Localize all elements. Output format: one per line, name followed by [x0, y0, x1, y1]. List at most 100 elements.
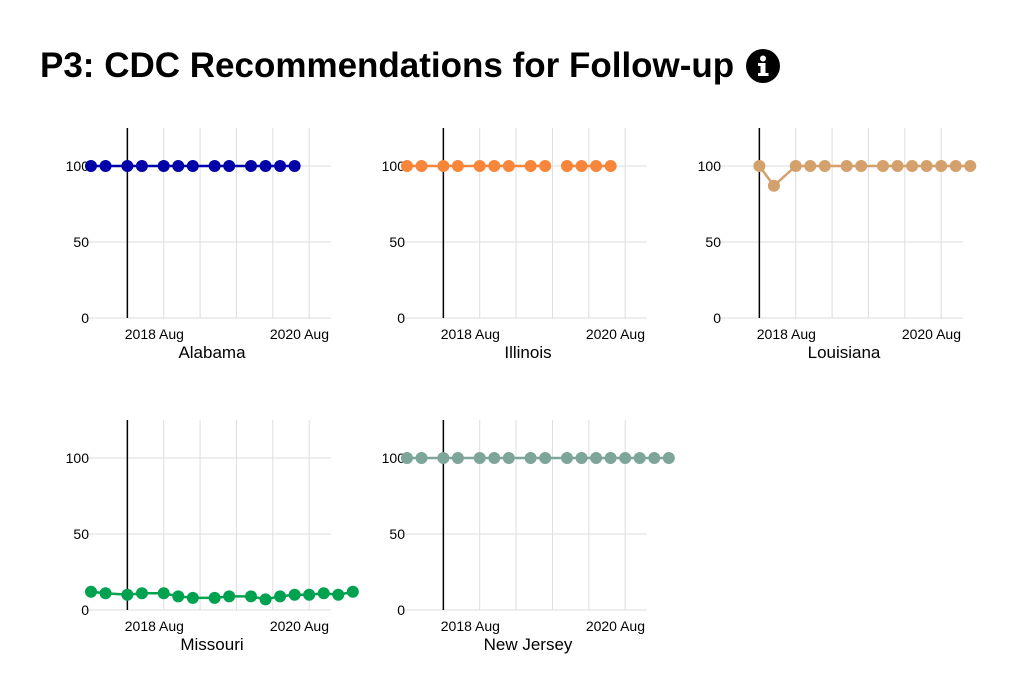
data-point — [172, 160, 185, 172]
data-point — [208, 591, 221, 604]
data-point — [473, 160, 486, 172]
data-point — [648, 452, 661, 464]
data-point — [259, 160, 272, 172]
x-tick-label: 2020 Aug — [902, 326, 961, 342]
y-tick-label: 100 — [66, 158, 90, 174]
panel-title: Louisiana — [808, 343, 881, 362]
panel-title: Alabama — [178, 343, 246, 362]
data-point — [245, 590, 257, 603]
data-point — [906, 160, 919, 172]
data-point — [223, 160, 236, 172]
x-tick-label: 2018 Aug — [441, 618, 500, 634]
y-tick-label: 0 — [81, 602, 89, 618]
data-point — [437, 160, 450, 172]
data-point — [451, 452, 464, 464]
x-tick-label: 2018 Aug — [757, 326, 816, 342]
panel-title: Illinois — [504, 343, 551, 362]
data-point — [473, 452, 486, 464]
data-point — [99, 587, 112, 600]
data-point — [604, 452, 617, 464]
data-point — [288, 588, 301, 601]
x-tick-label: 2018 Aug — [441, 326, 500, 342]
data-point — [488, 160, 501, 172]
y-tick-label: 50 — [73, 526, 89, 542]
data-point — [157, 160, 170, 172]
data-point — [157, 587, 170, 600]
data-point — [208, 160, 221, 172]
data-point — [575, 452, 588, 464]
y-tick-label: 0 — [713, 310, 721, 326]
y-tick-label: 0 — [397, 310, 405, 326]
data-point — [804, 160, 817, 172]
data-point — [767, 179, 780, 192]
data-point — [415, 452, 428, 464]
data-point — [590, 452, 603, 464]
data-point — [223, 590, 236, 603]
page-title: P3: CDC Recommendations for Follow-up — [40, 46, 781, 86]
data-point — [401, 160, 413, 172]
data-point — [524, 452, 537, 464]
data-point — [85, 585, 97, 598]
data-point — [186, 160, 199, 172]
data-point — [274, 590, 287, 603]
info-icon[interactable] — [746, 49, 781, 83]
data-point — [575, 160, 588, 172]
data-point — [561, 452, 573, 464]
data-point — [964, 160, 977, 172]
x-tick-label: 2020 Aug — [270, 326, 329, 342]
chart-panel-louisiana: 0 50 100 2018 Aug 2020 Aug Louisiana — [698, 128, 977, 362]
data-point — [840, 160, 853, 172]
data-point — [121, 160, 134, 172]
y-tick-label: 50 — [705, 234, 721, 250]
data-point — [949, 160, 962, 172]
data-point — [317, 587, 330, 600]
data-point — [172, 590, 185, 603]
panel-title: New Jersey — [484, 635, 573, 654]
y-tick-label: 50 — [73, 234, 89, 250]
page-title-text: P3: CDC Recommendations for Follow-up — [40, 46, 735, 85]
y-tick-label: 0 — [81, 310, 89, 326]
y-tick-label: 0 — [397, 602, 405, 618]
data-point — [303, 588, 316, 601]
chart-panel-illinois: 0 50 100 2018 Aug 2020 Aug Illinois — [382, 128, 647, 362]
data-point — [346, 585, 359, 598]
data-point — [539, 452, 552, 464]
y-tick-label: 100 — [698, 158, 722, 174]
data-point — [401, 452, 413, 464]
data-point — [488, 452, 501, 464]
data-point — [539, 160, 552, 172]
data-point — [135, 587, 148, 600]
data-point — [877, 160, 889, 172]
x-tick-label: 2018 Aug — [125, 618, 184, 634]
data-point — [85, 160, 97, 172]
x-tick-label: 2020 Aug — [586, 326, 645, 342]
y-tick-label: 100 — [382, 158, 406, 174]
data-point — [891, 160, 904, 172]
data-point — [935, 160, 948, 172]
data-point — [451, 160, 464, 172]
data-point — [121, 588, 134, 601]
data-point — [524, 160, 537, 172]
data-point — [855, 160, 868, 172]
y-tick-label: 50 — [389, 234, 405, 250]
data-point — [502, 452, 515, 464]
y-tick-label: 50 — [389, 526, 405, 542]
x-tick-label: 2018 Aug — [125, 326, 184, 342]
data-point — [502, 160, 515, 172]
data-point — [274, 160, 287, 172]
data-point — [437, 452, 450, 464]
data-point — [332, 588, 345, 601]
data-point — [288, 160, 301, 172]
data-point — [619, 452, 632, 464]
data-point — [604, 160, 617, 172]
data-point — [561, 160, 573, 172]
panel-title: Missouri — [180, 635, 243, 654]
data-point — [818, 160, 831, 172]
data-point — [99, 160, 112, 172]
chart-panel-alabama: 0 50 100 2018 Aug 2020 Aug Alabama — [66, 128, 331, 362]
data-point — [259, 593, 272, 606]
y-tick-label: 100 — [66, 450, 90, 466]
data-point — [590, 160, 603, 172]
data-point — [245, 160, 257, 172]
